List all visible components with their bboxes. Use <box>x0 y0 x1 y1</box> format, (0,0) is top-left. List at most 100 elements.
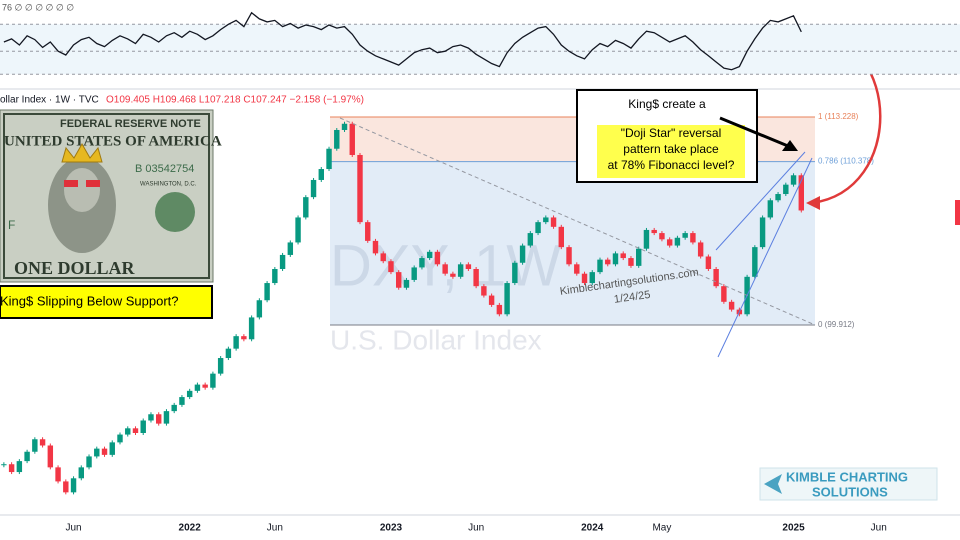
candle-body <box>426 251 433 259</box>
callout-line: "Doji Star" reversal <box>621 126 722 140</box>
x-tick-label: 2024 <box>581 523 604 534</box>
candle-body <box>767 200 774 218</box>
callout-line: pattern take place <box>623 142 719 156</box>
candle-body <box>550 217 557 227</box>
candle-body <box>326 148 332 170</box>
candle-body <box>396 272 402 288</box>
candle-body <box>132 428 139 433</box>
candle-body <box>790 175 797 185</box>
candle-body <box>411 267 417 280</box>
x-tick-label: 2023 <box>380 523 403 534</box>
candle-body <box>666 239 673 246</box>
indicator-label: 76 ∅ ∅ ∅ ∅ ∅ ∅ <box>2 2 74 12</box>
candle-body <box>620 253 626 259</box>
x-tick-label: Jun <box>871 523 887 534</box>
candle-body <box>47 445 54 468</box>
candle-body <box>566 247 572 265</box>
candle-body <box>450 273 456 277</box>
candle-body <box>682 233 688 238</box>
candle-body <box>372 240 379 254</box>
candle-body <box>194 384 201 391</box>
callout-highlight <box>597 125 745 178</box>
candle-body <box>171 404 177 412</box>
candle-body <box>140 420 146 433</box>
price-tag <box>955 200 960 225</box>
indicator-band <box>0 24 960 75</box>
candle-body <box>713 268 719 287</box>
candle-body <box>752 247 758 277</box>
x-tick-label: Jun <box>267 523 283 534</box>
candle-body <box>721 286 727 302</box>
candle-body <box>783 184 789 195</box>
x-tick-label: Jun <box>468 523 484 534</box>
candle-body <box>481 286 487 296</box>
candle-body <box>39 439 46 446</box>
callout-title: King$ create a <box>628 97 706 111</box>
down-trendline <box>339 117 816 326</box>
candle-body <box>636 248 642 266</box>
candle-body <box>473 268 479 287</box>
bill-border <box>3 113 210 279</box>
ohlc-label: O109.405 H109.468 L107.218 C107.247 −2.1… <box>106 95 364 106</box>
candle-body <box>233 336 239 349</box>
candle-body <box>241 336 247 340</box>
bill-seal <box>155 192 195 232</box>
candle-body <box>434 251 441 265</box>
x-tick-label: 2022 <box>179 523 202 534</box>
candle-body <box>597 259 603 273</box>
bill-country: UNITED STATES OF AMERICA <box>4 133 222 149</box>
callout-arrow <box>719 116 789 148</box>
candle-body <box>365 222 371 241</box>
candle-body <box>697 242 704 257</box>
candle-body <box>457 264 464 277</box>
bill-bottom: ONE DOLLAR <box>14 258 136 278</box>
watermark-name: U.S. Dollar Index <box>330 324 542 355</box>
candle-body <box>163 411 170 424</box>
candle-body <box>496 304 503 315</box>
candle-body <box>94 448 100 457</box>
question-box <box>0 285 213 319</box>
candle-body <box>651 229 657 234</box>
candle-body <box>210 373 216 388</box>
callout-line: at 78% Fibonacci level? <box>608 158 735 172</box>
candle-body <box>775 194 781 201</box>
channel-upper <box>715 151 806 251</box>
candle-body <box>202 384 208 388</box>
glasses <box>64 180 78 187</box>
candle-body <box>109 442 115 455</box>
candle-body <box>403 279 410 288</box>
logo-line2: SOLUTIONS <box>812 484 888 499</box>
candle-body <box>1 464 7 466</box>
candle-body <box>488 295 495 305</box>
candle-body <box>341 123 348 130</box>
candle-body <box>519 245 526 263</box>
x-tick-label: Jun <box>65 523 81 534</box>
candle-body <box>349 123 355 155</box>
bill-serial: B 03542754 <box>135 163 194 175</box>
candle-body <box>318 169 324 180</box>
candle-body <box>225 348 232 359</box>
indicator-line <box>3 11 802 71</box>
symbol-label: ollar Index · 1W · TVC <box>0 95 99 106</box>
candle-body <box>86 456 92 468</box>
candle-body <box>690 233 696 243</box>
candle-body <box>148 414 154 421</box>
candle-body <box>659 233 665 240</box>
candle-body <box>705 256 712 269</box>
fib-label: 0 (99.912) <box>818 320 855 329</box>
bill-face <box>64 168 100 212</box>
candle-body <box>527 233 534 246</box>
candle-body <box>264 283 270 301</box>
fib-label: 0.786 (110.378) <box>818 157 874 166</box>
candle-body <box>605 259 611 265</box>
x-tick-label: 2025 <box>782 523 805 534</box>
candle-body <box>798 175 804 211</box>
candle-body <box>504 283 510 315</box>
candle-body <box>674 237 681 246</box>
candle-body <box>334 129 340 149</box>
fib-zone <box>330 161 815 326</box>
candle-body <box>543 217 549 223</box>
logo-box <box>759 467 938 501</box>
